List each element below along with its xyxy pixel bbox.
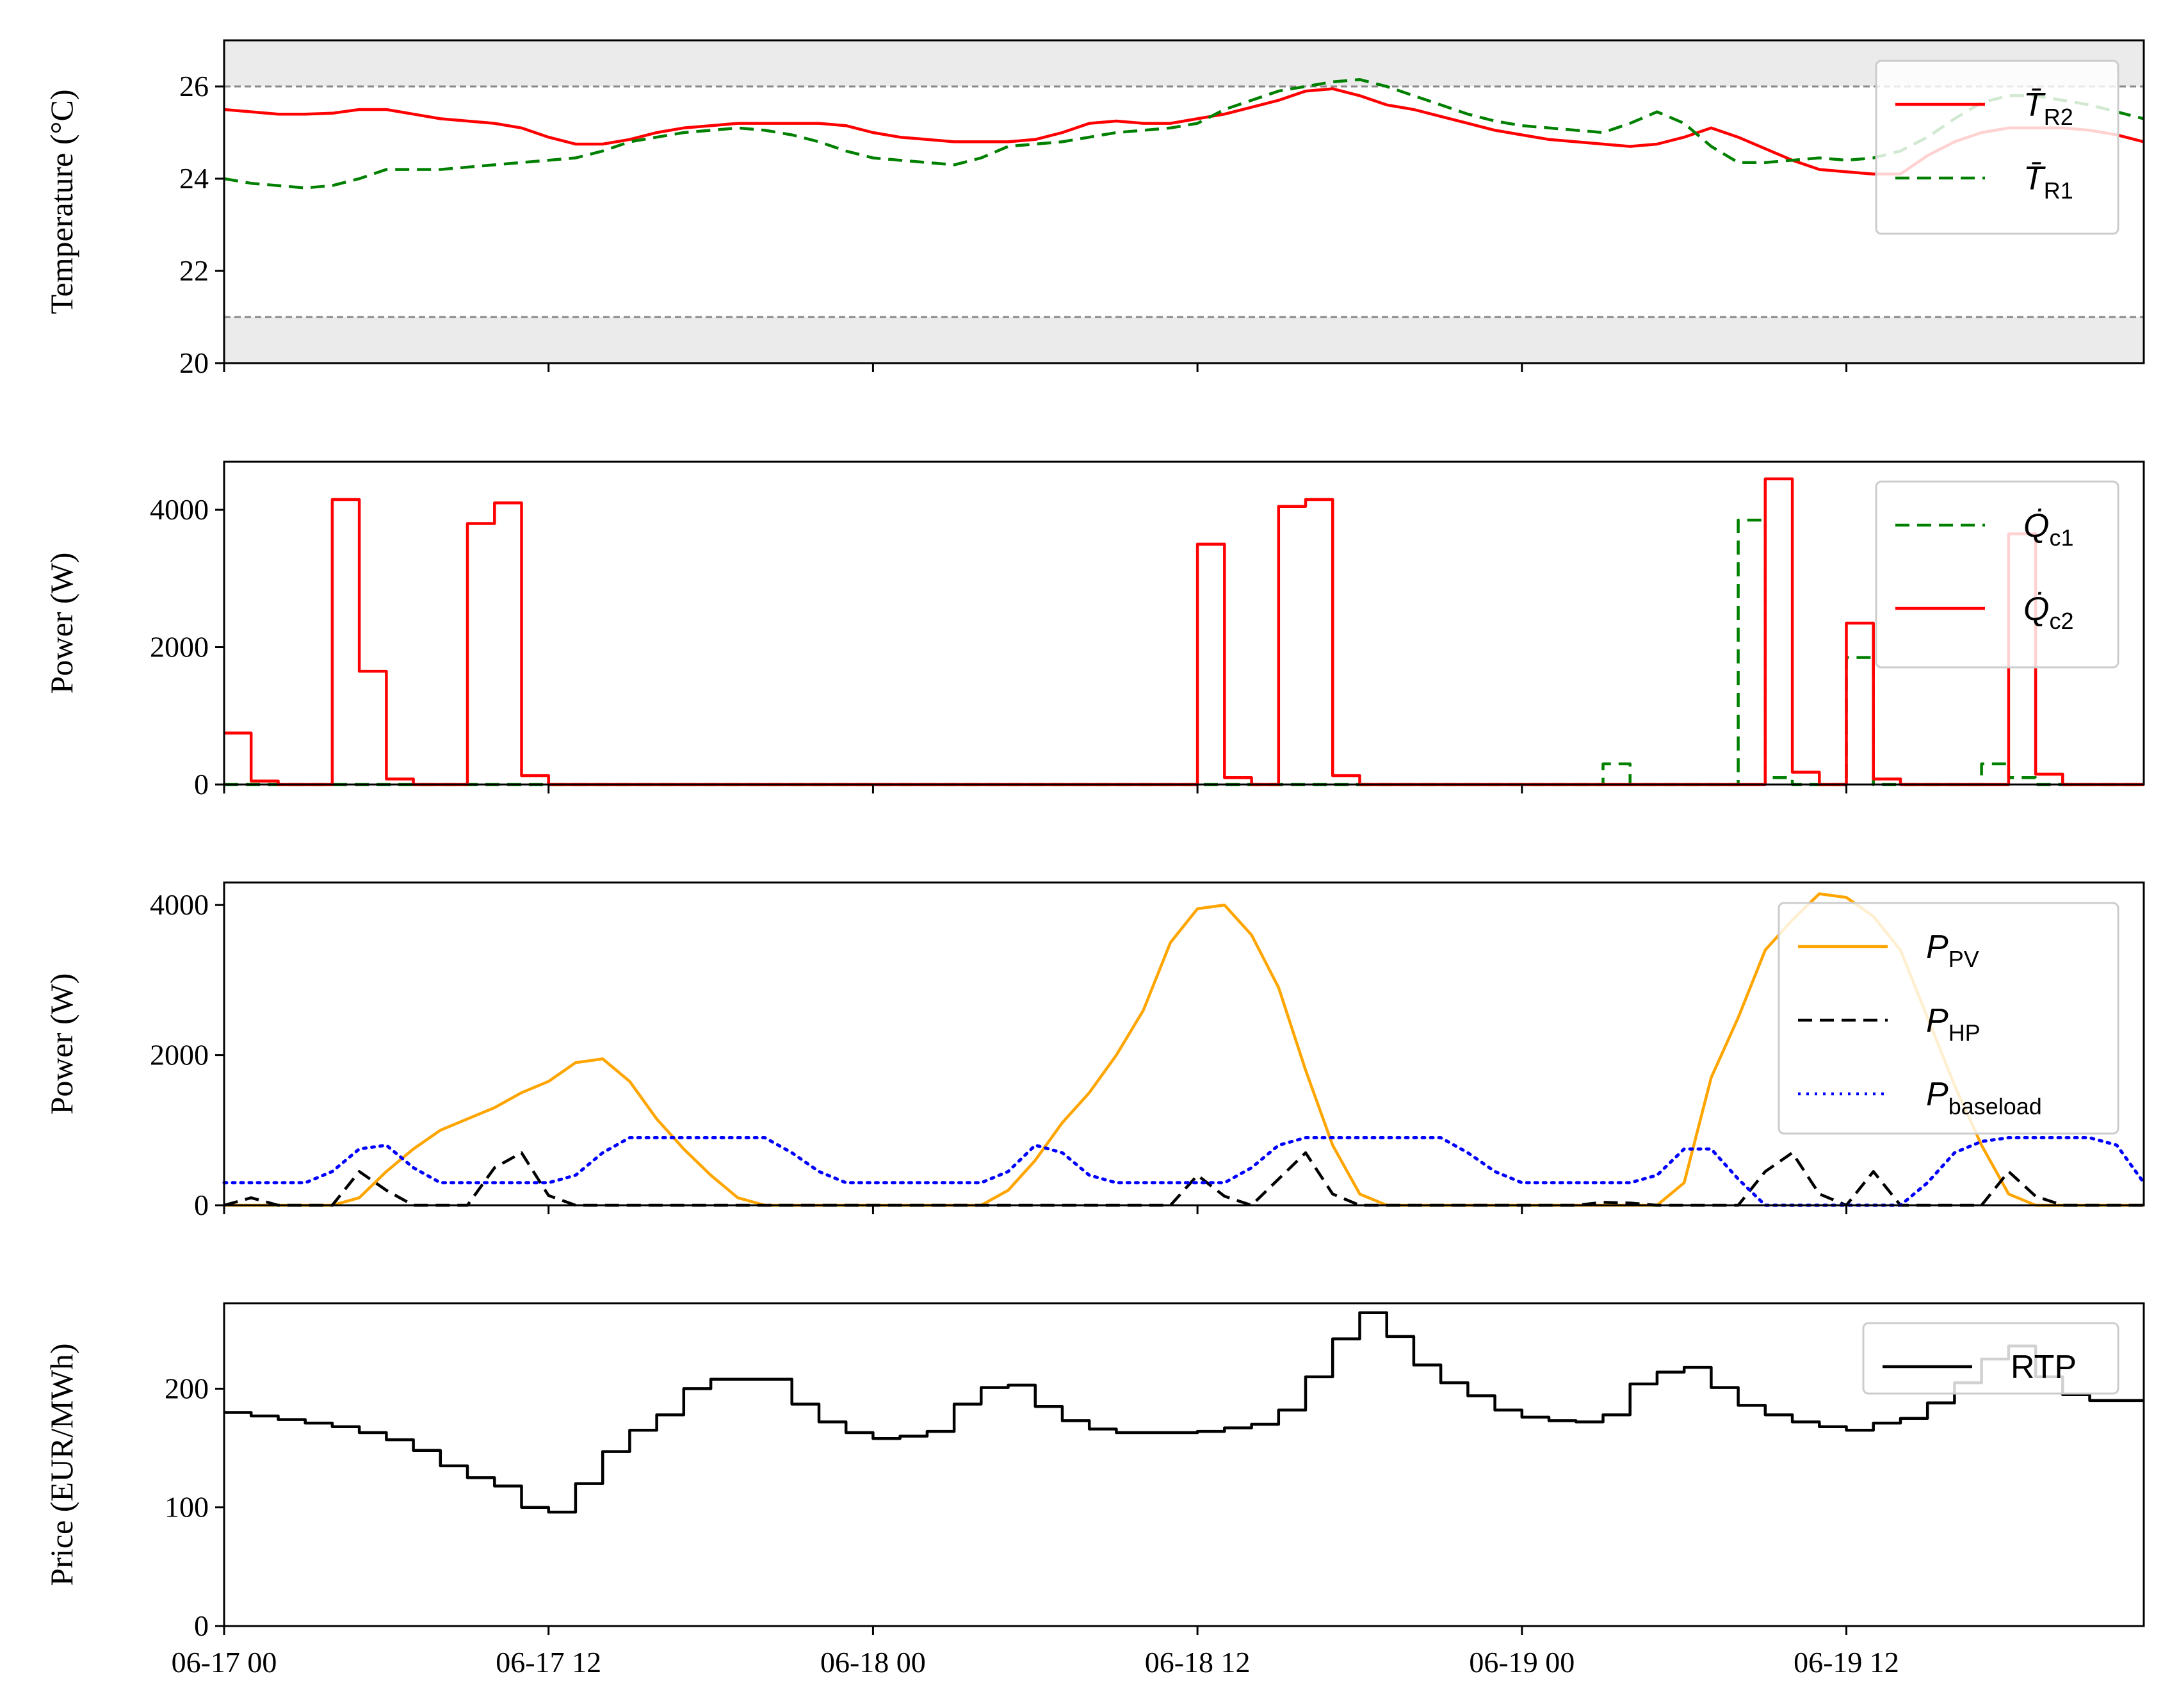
y-tick-label: 2000 <box>150 631 209 663</box>
panel-cooling-power: 0 2000 4000 Power (W) Q̇c1 Q̇c2 <box>44 460 2145 801</box>
legend-label: Pbaseload <box>1926 1076 2042 1119</box>
y-ticks-price: 0 100 200 <box>165 1372 224 1642</box>
axes-frame-electric <box>223 881 2145 1207</box>
y-axis-label-cooling: Power (W) <box>44 553 79 694</box>
plot-area-cooling <box>224 477 2144 786</box>
y-tick-label: 100 <box>165 1491 209 1524</box>
panel-temperature: 20 22 24 26 Temperature (°C) T̄R2 T̄R1 <box>44 39 2145 379</box>
y-tick-label: 0 <box>194 1189 209 1221</box>
y-ticks-electric: 0 2000 4000 <box>150 888 224 1221</box>
x-ticks-price: 06-17 00 06-17 12 06-18 00 06-18 12 06-19 00… <box>172 1626 1899 1679</box>
legend-label: T̄R2 <box>2023 86 2073 130</box>
legend-price: RTP <box>1862 1322 2119 1395</box>
legend-box-electric <box>1778 902 2119 1135</box>
legend-box-temperature <box>1875 60 2119 235</box>
x-tick-label: 06-18 12 <box>1145 1646 1251 1679</box>
series-line-c1-cooling <box>224 518 2144 786</box>
legend-label: Q̇c1 <box>2023 507 2073 551</box>
y-tick-label: 200 <box>165 1372 209 1404</box>
y-ticks-temperature: 20 22 24 26 <box>179 70 224 379</box>
series-line-r2-temperature <box>223 87 2144 176</box>
y-tick-label: 24 <box>179 162 209 195</box>
y-axis-label-price: Price (EUR/MWh) <box>44 1343 79 1586</box>
legend-label: PHP <box>1926 1002 1981 1046</box>
legend-electric: PPV PHP Pbaseload <box>1778 902 2119 1135</box>
y-tick-label: 26 <box>179 70 209 102</box>
legend-temperature: T̄R2 T̄R1 <box>1875 60 2119 235</box>
series-line-pv-electric <box>224 892 2144 1207</box>
plot-area-price <box>224 1311 2144 1514</box>
x-tick-label: 06-17 12 <box>496 1646 601 1679</box>
series-line-baseload-electric <box>222 1136 2146 1207</box>
series-line-c2-cooling <box>224 477 2144 786</box>
panel-price: 0 100 200 06-17 00 06-17 12 06-18 00 06-18 12… <box>44 1302 2145 1679</box>
comfort-band-upper <box>224 40 2144 86</box>
x-ticks-temperature <box>223 363 1848 372</box>
x-tick-label: 06-17 00 <box>172 1646 277 1679</box>
legend-box-cooling <box>1875 480 2119 669</box>
legend-cooling: Q̇c1 Q̇c2 <box>1875 480 2119 669</box>
comfort-band-lower <box>224 317 2144 363</box>
series-line--price <box>224 1311 2144 1514</box>
y-tick-label: 0 <box>194 768 209 801</box>
y-tick-label: 22 <box>179 254 209 287</box>
axes-frame-price <box>223 1302 2145 1627</box>
y-tick-label: 0 <box>194 1609 209 1642</box>
x-tick-label: 06-18 00 <box>820 1646 926 1679</box>
legend-label: Q̇c2 <box>2023 590 2073 634</box>
y-axis-label-temperature: Temperature (°C) <box>44 89 79 314</box>
y-tick-label: 2000 <box>150 1039 209 1071</box>
axes-frame-temperature <box>223 39 2145 364</box>
y-tick-label: 4000 <box>150 493 209 526</box>
plot-area-temperature <box>223 77 2144 190</box>
x-tick-label: 06-19 00 <box>1469 1646 1575 1679</box>
y-ticks-cooling: 0 2000 4000 <box>150 493 224 801</box>
legend-label: RTP <box>2011 1349 2077 1386</box>
x-tick-label: 06-19 12 <box>1794 1646 1899 1679</box>
y-tick-label: 20 <box>179 346 209 379</box>
legend-label: PPV <box>1926 929 1979 972</box>
x-ticks-cooling <box>223 785 1848 793</box>
x-ticks-electric <box>223 1205 1848 1214</box>
legend-box-price <box>1862 1322 2119 1395</box>
y-axis-label-electric: Power (W) <box>44 973 79 1115</box>
panel-electric-power: 0 2000 4000 Power (W) PPV PHP Pbaseload <box>44 881 2146 1221</box>
y-tick-label: 4000 <box>150 888 209 921</box>
axes-frame-cooling <box>223 460 2145 786</box>
legend-label: T̄R1 <box>2023 160 2073 204</box>
series-line-hp-electric <box>223 1151 2144 1207</box>
